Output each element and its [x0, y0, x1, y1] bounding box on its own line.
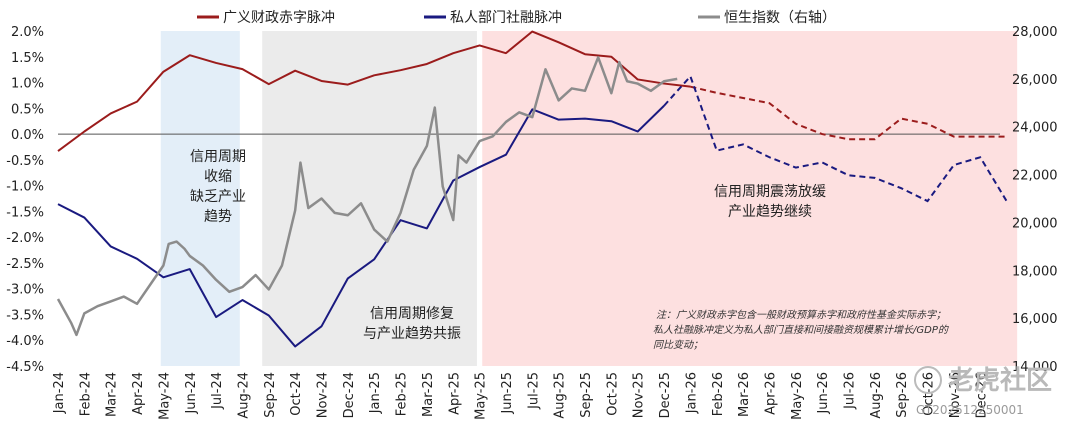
series-lines	[56, 30, 1008, 348]
watermark-text: 老虎社区	[948, 365, 1052, 396]
x-tick-label: Mar-26	[737, 372, 752, 417]
y-right-tick-label: 20,000	[1012, 216, 1058, 231]
x-tick-label: Dec-25	[658, 372, 673, 418]
y-tick-label: -2.5%	[6, 257, 44, 272]
region-label: 收缩	[204, 169, 232, 185]
x-tick-label: Nov-25	[632, 372, 647, 418]
y-right-tick-label: 24,000	[1012, 121, 1058, 136]
x-tick-label: Feb-24	[78, 372, 93, 416]
y-tick-label: -4.0%	[6, 334, 44, 349]
note-line: 私人社融脉冲定义为私人部门直接和间接融资规模累计增长/GDP的	[653, 324, 949, 336]
y-right-tick-label: 14,000	[1012, 360, 1058, 375]
shaded-region-1	[262, 31, 477, 366]
y-tick-label: 0.0%	[11, 128, 44, 143]
footnote: 注：广义财政赤字包含一般财政预算赤字和政府性基金实际赤字； 私人社融脉冲定义为私人…	[653, 309, 949, 351]
y-tick-label: -4.5%	[6, 360, 44, 375]
x-tick-label: Jul-25	[526, 372, 541, 410]
shaded-region-2	[482, 31, 1018, 366]
y-tick-label: -0.5%	[6, 154, 44, 169]
x-tick-label: May-24	[157, 372, 172, 420]
series-1-forecast	[663, 74, 1008, 203]
y-tick-label: -1.0%	[6, 180, 44, 195]
note-line: 注：广义财政赤字包含一般财政预算赤字和政府性基金实际赤字；	[656, 309, 946, 321]
legend-label: 私人部门社融脉冲	[450, 10, 562, 26]
region-label: 信用周期修复	[370, 305, 454, 322]
x-tick-label: Jul-26	[843, 372, 858, 410]
x-tick-label: Oct-24	[289, 372, 304, 416]
x-axis-labels: Jan-24 Feb-24 Mar-24 Apr-24 May-24 Jun-24 Jul-…	[52, 372, 989, 420]
x-tick-label: Oct-25	[605, 372, 620, 416]
x-tick-label: Jan-25	[368, 372, 383, 414]
x-tick-label: Apr-25	[447, 372, 462, 415]
y-tick-label: -1.5%	[6, 205, 44, 220]
watermark-logo-icon	[914, 366, 942, 394]
x-tick-label: Sep-26	[895, 372, 910, 418]
y-right-tick-label: 22,000	[1012, 169, 1058, 184]
x-tick-label: Jan-24	[52, 372, 67, 414]
series-2-line	[56, 56, 678, 337]
region-label: 信用周期震荡放缓	[714, 184, 826, 200]
x-tick-label: Aug-25	[553, 372, 568, 419]
y-right-tick-label: 16,000	[1012, 312, 1058, 327]
y-tick-label: -2.0%	[6, 231, 44, 246]
legend-label: 恒生指数（右轴）	[724, 10, 836, 26]
region-label: 与产业趋势共振	[363, 326, 461, 342]
y-right-tick-label: 18,000	[1012, 264, 1058, 279]
y-right-tick-label: 28,000	[1012, 25, 1058, 40]
x-tick-label: Nov-26	[948, 372, 963, 418]
x-tick-label: May-26	[790, 372, 805, 420]
watermark-id: GT202512250001	[916, 403, 1024, 417]
x-tick-label: Jun-24	[184, 372, 199, 415]
x-tick-label: Jan-26	[684, 372, 699, 414]
x-tick-label: Aug-24	[236, 372, 251, 419]
region-label: 缺乏产业	[190, 189, 246, 205]
y-tick-label: -3.5%	[6, 308, 44, 323]
shaded-regions	[160, 31, 1018, 366]
y-axis-right-labels: 14,000 16,000 18,000 20,000 22,000 24,000 26,0…	[1012, 25, 1058, 375]
x-tick-label: Mar-25	[421, 372, 436, 417]
x-tick-label: Mar-24	[105, 372, 120, 417]
x-tick-label: Feb-26	[711, 372, 726, 416]
region-label: 趋势	[204, 209, 232, 225]
y-tick-label: -3.0%	[6, 283, 44, 298]
x-tick-label: Aug-26	[869, 372, 884, 419]
note-line: 同比变动；	[653, 339, 703, 351]
x-tick-label: Jun-25	[500, 372, 515, 415]
x-tick-label: Sep-25	[579, 372, 594, 418]
x-tick-label: Dec-26	[974, 372, 989, 418]
series-1-actual	[57, 105, 665, 348]
x-tick-label: Dec-24	[342, 372, 357, 418]
y-tick-label: 1.5%	[11, 51, 44, 66]
y-right-tick-label: 26,000	[1012, 73, 1058, 88]
series-0-actual	[57, 30, 691, 152]
x-tick-label: Feb-25	[395, 372, 410, 416]
x-tick-label: Sep-24	[263, 372, 278, 418]
x-tick-label: May-25	[474, 372, 489, 420]
x-tick-label: Nov-24	[316, 372, 331, 418]
legend: 广义财政赤字脉冲 私人部门社融脉冲 恒生指数（右轴）	[197, 10, 836, 26]
y-tick-label: 1.0%	[11, 77, 44, 92]
series-0-forecast	[690, 85, 1007, 141]
watermark: 老虎社区 GT202512250001	[914, 365, 1052, 417]
x-tick-label: Apr-26	[763, 372, 778, 415]
x-tick-label: Jun-26	[816, 372, 831, 415]
y-tick-label: 2.0%	[11, 25, 44, 40]
region-label: 信用周期	[190, 149, 246, 165]
region-label: 产业趋势继续	[728, 203, 812, 220]
y-tick-label: 0.5%	[11, 102, 44, 117]
x-tick-label: Jul-24	[210, 372, 225, 410]
legend-label: 广义财政赤字脉冲	[223, 10, 335, 26]
x-tick-label: Apr-24	[131, 372, 146, 415]
y-axis-left-labels: -4.5% -4.0% -3.5% -3.0% -2.5% -2.0% -1.5% -1.0%…	[6, 25, 44, 375]
